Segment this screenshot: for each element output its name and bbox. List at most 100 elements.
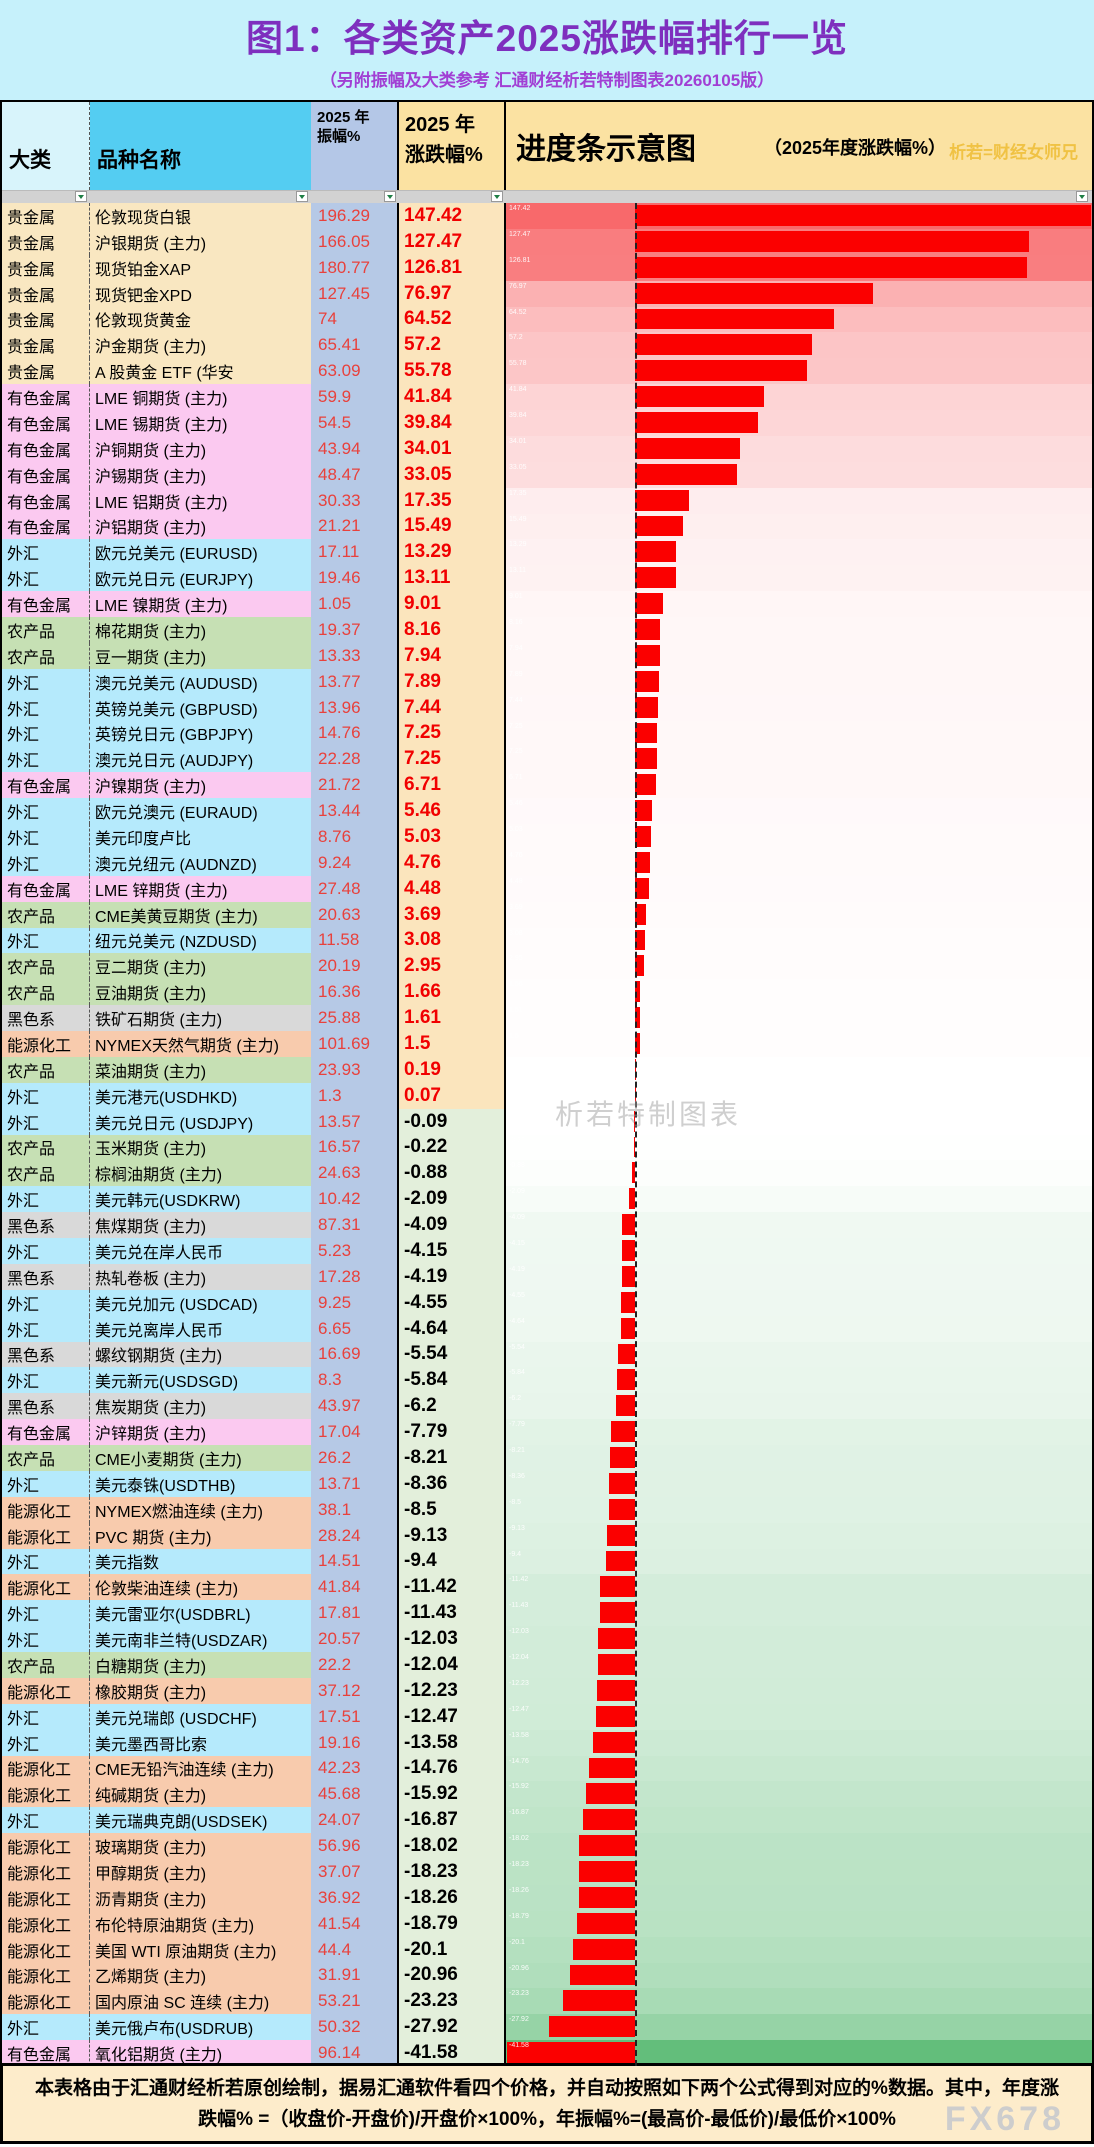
progress-bar-cell: -18.79: [506, 1910, 1092, 1937]
change-pct-cell: 33.05: [399, 461, 506, 488]
table-row: 外汇 欧元兑日元 (EURJPY) 19.46 13.11 13.11: [2, 565, 1092, 592]
category-cell: 外汇: [2, 1807, 90, 1834]
table-row: 有色金属 氧化铝期货 (主力) 96.14 -41.58 -41.58: [2, 2040, 1092, 2066]
change-pct-cell: -7.79: [399, 1419, 506, 1445]
amplitude-cell: 19.37: [311, 617, 399, 643]
progress-bar-cell: -9.4: [506, 1548, 1092, 1575]
change-pct-cell: -12.47: [399, 1703, 506, 1730]
table-row: 农产品 豆油期货 (主力) 16.36 1.66 1.66: [2, 979, 1092, 1006]
data-bar: [609, 1447, 635, 1468]
progress-bar-cell: -0.22: [506, 1134, 1092, 1161]
category-cell: 能源化工: [2, 1988, 90, 2015]
progress-bar-cell: 7.94: [506, 642, 1092, 669]
data-bar: [635, 722, 658, 744]
category-cell: 贵金属: [2, 280, 90, 307]
bar-value-label: 7.89: [509, 670, 523, 678]
product-name-cell: 美元俄卢布(USDRUB): [90, 2014, 311, 2041]
change-pct-cell: 15.49: [399, 513, 506, 540]
table-row: 外汇 美元兑日元 (USDJPY) 13.57 -0.09 -0.09: [2, 1108, 1092, 1135]
change-pct-cell: -20.1: [399, 1936, 506, 1963]
header-name-label: 品种名称: [97, 149, 181, 172]
product-name-cell: 美元泰铢(USDTHB): [90, 1470, 311, 1497]
table-row: 有色金属 LME 铝期货 (主力) 30.33 17.35 17.35: [2, 487, 1092, 514]
filter-button-category[interactable]: [75, 191, 87, 202]
category-cell: 外汇: [2, 1703, 90, 1730]
change-pct-cell: -12.03: [399, 1626, 506, 1652]
amplitude-cell: 20.63: [311, 901, 399, 928]
product-name-cell: 美元兑在岸人民币: [90, 1238, 311, 1264]
data-bar: [597, 1654, 635, 1675]
page-subtitle: （另附振幅及大类参考 汇通财经析若特制图表20260105版）: [319, 71, 775, 90]
progress-bar-cell: 1.66: [506, 979, 1092, 1006]
product-name-cell: 棕榈油期货 (主力): [90, 1160, 311, 1187]
product-name-cell: 美元兑离岸人民币: [90, 1315, 311, 1342]
filter-button-change[interactable]: [491, 191, 503, 202]
table-row: 有色金属 沪锡期货 (主力) 48.47 33.05 33.05: [2, 461, 1092, 488]
header-credit: 析若=财经女师兄: [949, 143, 1078, 162]
data-bar: [563, 1990, 635, 2012]
product-name-cell: 布伦特原油期货 (主力): [90, 1910, 311, 1937]
category-cell: 贵金属: [2, 254, 90, 281]
product-name-cell: 伦敦现货黄金: [90, 306, 311, 333]
category-cell: 外汇: [2, 1108, 90, 1135]
progress-bar-cell: -0.09: [506, 1108, 1092, 1135]
progress-bar-cell: 34.01: [506, 435, 1092, 462]
progress-bar-cell: -12.47: [506, 1703, 1092, 1730]
progress-bar-cell: 13.29: [506, 539, 1092, 566]
filter-button-amplitude[interactable]: [384, 191, 396, 202]
change-pct-cell: 34.01: [399, 435, 506, 462]
amplitude-cell: 17.04: [311, 1419, 399, 1445]
data-bar: [635, 593, 663, 614]
footer-line-2: 跌幅% =（收盘价-开盘价)/开盘价×100%，年振幅%=(最高价-最低价)/最…: [198, 2109, 896, 2130]
change-pct-cell: 13.29: [399, 539, 506, 566]
bar-value-label: -0.09: [509, 1110, 525, 1118]
product-name-cell: CME无铅汽油连续 (主力): [90, 1755, 311, 1782]
bar-value-label: -18.26: [509, 1886, 529, 1894]
amplitude-cell: 13.71: [311, 1470, 399, 1497]
category-cell: 黑色系: [2, 1005, 90, 1031]
bar-value-label: -0.88: [509, 1162, 525, 1170]
progress-bar-cell: -15.92: [506, 1781, 1092, 1808]
change-pct-cell: -12.04: [399, 1652, 506, 1678]
amplitude-cell: 41.54: [311, 1910, 399, 1937]
table-row: 黑色系 焦炭期货 (主力) 43.97 -6.2 -6.2: [2, 1393, 1092, 1420]
category-cell: 外汇: [2, 1626, 90, 1652]
bar-value-label: 126.81: [509, 256, 531, 264]
product-name-cell: 美元墨西哥比索: [90, 1729, 311, 1756]
product-name-cell: LME 锌期货 (主力): [90, 875, 311, 902]
header-category-label: 大类: [9, 149, 51, 172]
category-cell: 外汇: [2, 694, 90, 721]
amplitude-cell: 5.23: [311, 1238, 399, 1264]
change-pct-cell: 41.84: [399, 384, 506, 410]
progress-bar-cell: 7.44: [506, 694, 1092, 721]
bar-value-label: 1.61: [509, 1007, 523, 1015]
progress-bar-cell: -9.13: [506, 1522, 1092, 1549]
category-cell: 外汇: [2, 720, 90, 747]
progress-bar-cell: 1.61: [506, 1005, 1092, 1031]
bar-value-label: 13.29: [509, 541, 527, 549]
bar-value-label: -9.13: [509, 1524, 525, 1532]
progress-bar-cell: 126.81: [506, 254, 1092, 281]
category-cell: 外汇: [2, 798, 90, 824]
category-cell: 农产品: [2, 1652, 90, 1678]
amplitude-cell: 10.42: [311, 1186, 399, 1213]
filter-button-name[interactable]: [296, 191, 308, 202]
table-row: 能源化工 NYMEX燃油连续 (主力) 38.1 -8.5 -8.5: [2, 1496, 1092, 1523]
product-name-cell: CME美黄豆期货 (主力): [90, 901, 311, 928]
filter-button-chart[interactable]: [1076, 191, 1088, 202]
product-name-cell: 美元南非兰特(USDZAR): [90, 1626, 311, 1652]
amplitude-cell: 19.16: [311, 1729, 399, 1756]
table-row: 黑色系 螺纹钢期货 (主力) 16.69 -5.54 -5.54: [2, 1341, 1092, 1368]
table-row: 有色金属 LME 锌期货 (主力) 27.48 4.48 4.48: [2, 875, 1092, 902]
change-pct-cell: -8.5: [399, 1496, 506, 1523]
amplitude-cell: 63.09: [311, 358, 399, 385]
bar-value-label: -2.09: [509, 1188, 525, 1196]
change-pct-cell: -13.58: [399, 1729, 506, 1756]
table-row: 农产品 CME美黄豆期货 (主力) 20.63 3.69 3.69: [2, 901, 1092, 928]
change-pct-cell: -18.23: [399, 1859, 506, 1885]
bar-value-label: -9.4: [509, 1550, 522, 1558]
table-row: 有色金属 沪铝期货 (主力) 21.21 15.49 15.49: [2, 513, 1092, 540]
amplitude-cell: 54.5: [311, 410, 399, 436]
header-progress-title: 进度条示意图: [516, 133, 696, 166]
